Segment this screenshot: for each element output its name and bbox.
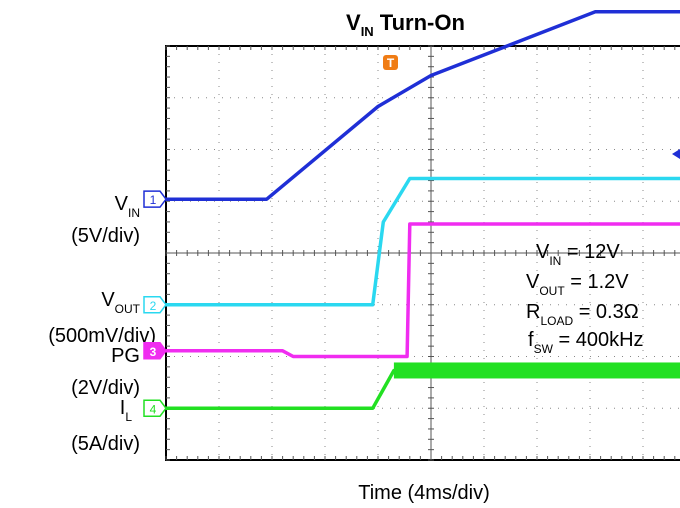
channel-2-tag-number: 2 xyxy=(150,299,157,313)
channel-4-tag: 4 xyxy=(143,399,167,417)
channel-3-tag-number: 3 xyxy=(150,345,157,359)
x-axis-label: Time (4ms/div) xyxy=(358,482,489,504)
channel-3-scale: (2V/div) xyxy=(71,377,140,399)
annotation-vout: VOUT = 1.2V xyxy=(526,271,629,298)
channel-2-name: VOUT xyxy=(101,289,140,316)
channel-4-scale: (5A/div) xyxy=(71,433,140,455)
channel-3-tag: 3 xyxy=(143,342,167,360)
channel-1-label: VIN (5V/div) xyxy=(71,193,140,247)
channel-3-tag-shape xyxy=(143,342,167,360)
channel-2-tag: 2 xyxy=(143,296,167,314)
annotation-block: VIN = 12V VOUT = 1.2V RLOAD = 0.3Ω fSW =… xyxy=(526,241,644,356)
channel-3-trace xyxy=(166,222,680,359)
channel-4-name: IL xyxy=(120,397,133,424)
channel-1-name: VIN xyxy=(115,193,140,220)
channel-tags: 1 2 3 4 xyxy=(143,190,167,417)
channel-4-label: IL (5A/div) xyxy=(71,397,140,455)
channel-4-tag-shape xyxy=(143,399,167,417)
channel-4-tag-number: 4 xyxy=(150,402,157,416)
channel-1-tag-number: 1 xyxy=(150,193,157,207)
channel-1-scale: (5V/div) xyxy=(71,225,140,247)
traces xyxy=(166,10,680,411)
trigger-marker-label: T xyxy=(387,56,395,70)
annotation-fsw: fSW = 400kHz xyxy=(528,329,644,356)
level-arrow-icon xyxy=(672,149,680,159)
channel-3-name: PG xyxy=(111,345,140,367)
chart-title: VIN Turn-On xyxy=(346,10,465,39)
channel-1-trace xyxy=(166,10,680,201)
grid xyxy=(165,45,680,461)
channel-2-trace xyxy=(166,176,680,307)
channel-1-tag: 1 xyxy=(143,190,167,208)
annotation-rload: RLOAD = 0.3Ω xyxy=(526,301,639,328)
channel-2-label: VOUT (500mV/div) xyxy=(48,289,156,347)
annotation-vin: VIN = 12V xyxy=(536,241,620,268)
channel-2-tag-shape xyxy=(143,296,167,314)
trigger-marker: T xyxy=(383,55,398,70)
channel-3-label: PG (2V/div) xyxy=(71,345,140,399)
channel-4-trace xyxy=(166,368,680,411)
channel-1-tag-shape xyxy=(143,190,167,208)
trigger-marker-box xyxy=(383,55,398,70)
channel-2-scale: (500mV/div) xyxy=(48,325,156,347)
